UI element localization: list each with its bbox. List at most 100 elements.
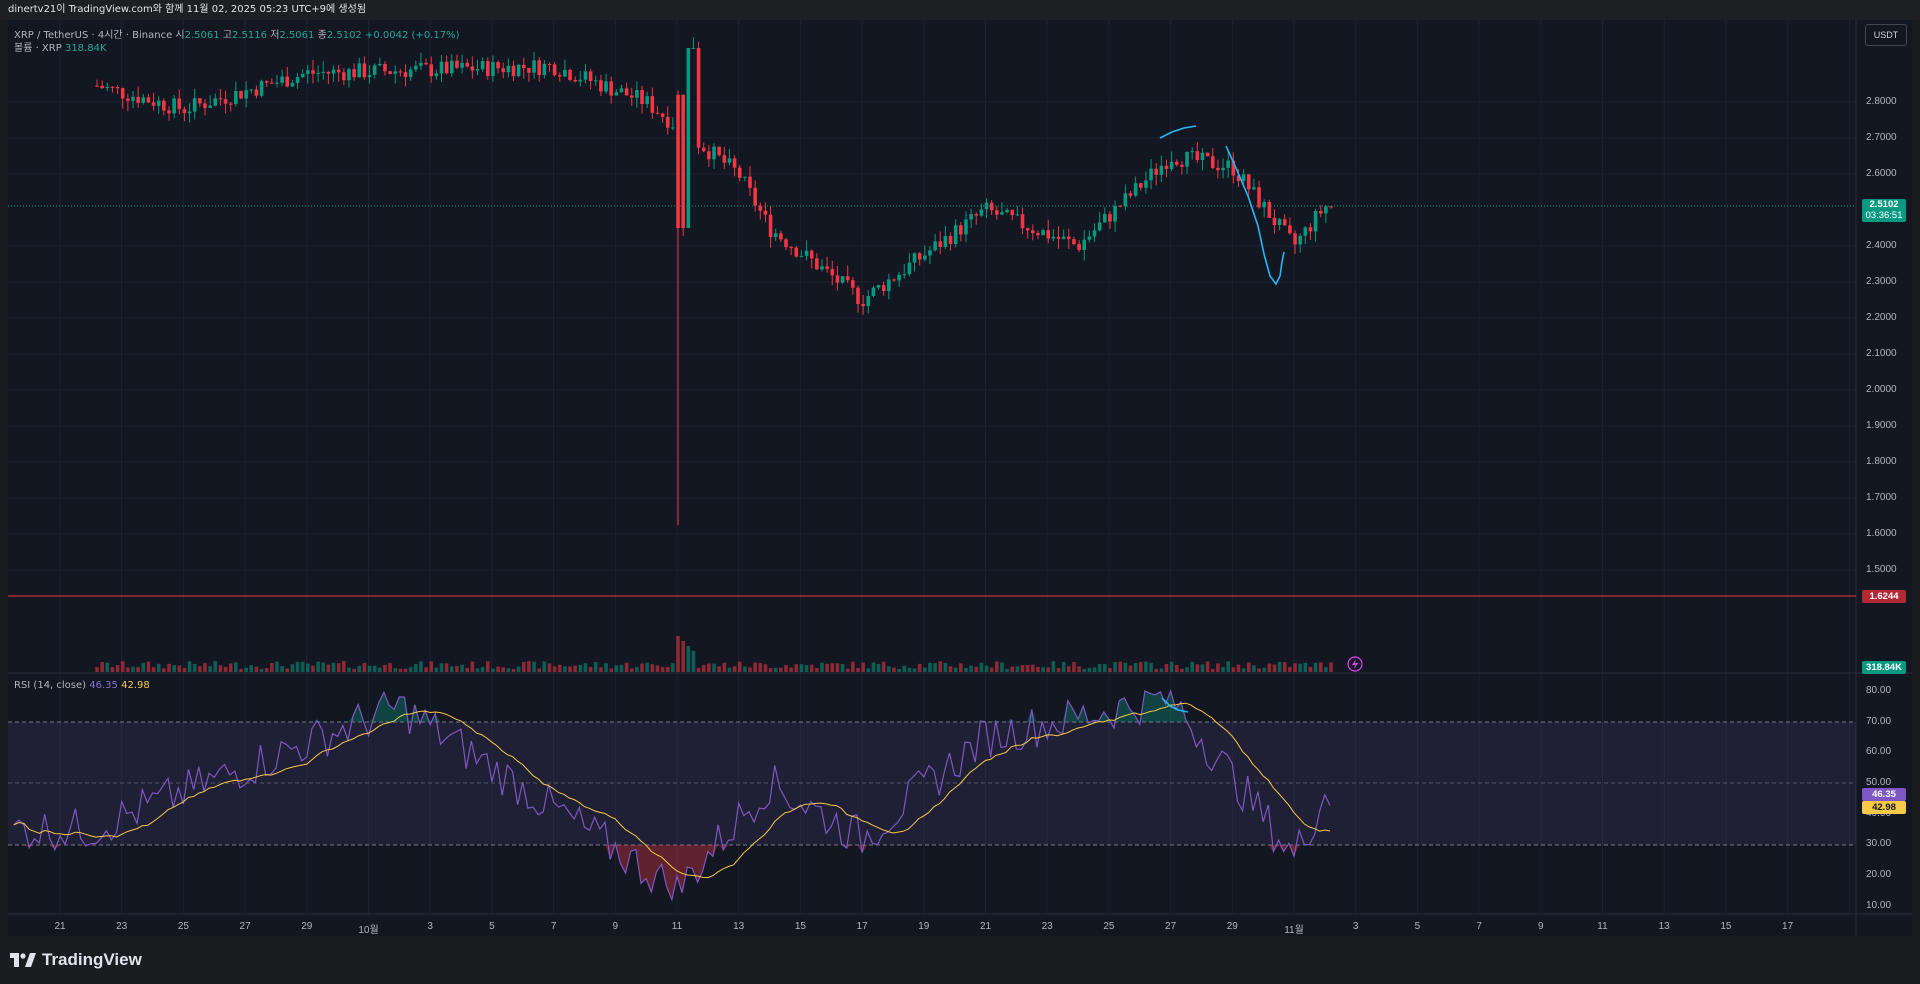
time-tick-label: 23: [116, 921, 128, 932]
candle-body: [1190, 151, 1194, 153]
candle-body: [151, 102, 156, 106]
candle-body: [542, 63, 547, 76]
candle-body: [511, 65, 516, 77]
volume-bar: [198, 666, 202, 672]
volume-bar: [964, 667, 968, 672]
time-tick-label: 11: [671, 921, 683, 932]
candle-body: [825, 266, 829, 269]
volume-bar: [640, 663, 644, 672]
price-tick-label: 2.1000: [1866, 348, 1897, 359]
volume-bar: [1087, 667, 1092, 672]
volume-label[interactable]: 볼륨 · XRP: [14, 43, 62, 54]
volume-bar: [573, 665, 577, 672]
candle-body: [95, 85, 99, 87]
candle-body: [845, 276, 850, 281]
volume-bar: [414, 663, 418, 672]
volume-bar: [928, 662, 932, 672]
volume-bar: [1020, 665, 1025, 672]
volume-bar: [249, 665, 254, 672]
volume-bar: [455, 665, 459, 672]
volume-bar: [907, 667, 912, 672]
candle-body: [707, 151, 711, 160]
candle-body: [470, 66, 475, 71]
volume-bar: [820, 662, 824, 672]
candle-body: [1308, 227, 1313, 232]
volume-bar: [881, 661, 886, 672]
rsi-ma-value: 42.98: [121, 680, 150, 691]
candle-body: [1329, 206, 1333, 208]
candle-body: [959, 225, 963, 235]
volume-bar: [593, 662, 598, 672]
volume-bar: [1226, 661, 1230, 672]
candle-body: [501, 68, 506, 73]
time-tick-label: 17: [856, 921, 868, 932]
rsi-tick-label: 70.00: [1866, 715, 1892, 727]
candle-body: [213, 98, 218, 106]
volume-bar: [1282, 662, 1287, 672]
candle-body: [614, 92, 619, 96]
lightning-icon[interactable]: [1347, 656, 1363, 672]
candle-body: [444, 61, 449, 74]
volume-bar: [542, 661, 547, 672]
time-tick-label: 9: [1538, 921, 1544, 932]
candle-body: [475, 69, 480, 71]
volume-bar: [902, 665, 907, 672]
candle-body: [866, 296, 871, 307]
volume-bar: [475, 668, 480, 672]
volume-tag: 318.84K: [1862, 661, 1906, 674]
volume-bar: [743, 666, 747, 672]
candle-countdown: 03:36:51: [1865, 209, 1903, 221]
candle-body: [686, 48, 691, 228]
candle-body: [691, 48, 696, 49]
candle-body: [974, 214, 979, 216]
candle-body: [671, 127, 675, 129]
volume-bar: [1313, 662, 1318, 672]
volume-bar: [1324, 667, 1328, 672]
brand-name: TradingView: [42, 950, 142, 969]
candle-body: [1272, 217, 1277, 226]
volume-bar: [748, 667, 752, 672]
volume-bar: [840, 663, 845, 672]
volume-bar: [110, 667, 115, 672]
currency-button[interactable]: USDT: [1865, 24, 1907, 46]
volume-bar: [156, 663, 161, 672]
candle-body: [398, 71, 403, 73]
volume-bar: [732, 666, 737, 672]
rsi-label[interactable]: RSI (14, close): [14, 680, 87, 691]
volume-bar: [275, 661, 279, 672]
candle-body: [1005, 209, 1009, 213]
candle-body: [753, 187, 757, 206]
volume-bar: [588, 666, 593, 672]
tradingview-logo[interactable]: TradingView: [10, 950, 142, 970]
candle-body: [1257, 187, 1261, 208]
candle-body: [1118, 205, 1123, 207]
volume-bar: [547, 663, 552, 672]
candle-body: [254, 89, 259, 96]
candle-body: [182, 109, 187, 114]
price-legend: XRP / TetherUS · 4시간 · Binance 시2.5061 고…: [14, 26, 459, 41]
low-label: 저: [270, 30, 280, 41]
current-price-tag: 2.5102 03:36:51: [1862, 199, 1906, 222]
symbol-label[interactable]: XRP / TetherUS · 4시간 · Binance: [14, 30, 173, 41]
high-label: 고: [222, 30, 233, 41]
candle-body: [414, 65, 418, 70]
candle-body: [1174, 161, 1179, 165]
volume-bar: [876, 664, 881, 672]
candle-body: [1164, 165, 1169, 169]
volume-bar: [1308, 666, 1313, 672]
candle-body: [902, 274, 907, 276]
candle-body: [1318, 210, 1323, 214]
volume-bar: [1133, 662, 1138, 672]
price-tick-label: 2.0000: [1866, 384, 1897, 395]
rsi-line: [13, 688, 1331, 902]
volume-bar: [789, 667, 793, 672]
volume-bar: [917, 663, 922, 672]
candle-body: [599, 80, 603, 92]
candle-body: [881, 284, 886, 292]
candle-body: [239, 91, 243, 99]
volume-bar: [763, 664, 768, 672]
volume-bar: [516, 666, 521, 672]
candle-body: [244, 90, 248, 99]
volume-bar: [177, 665, 182, 672]
